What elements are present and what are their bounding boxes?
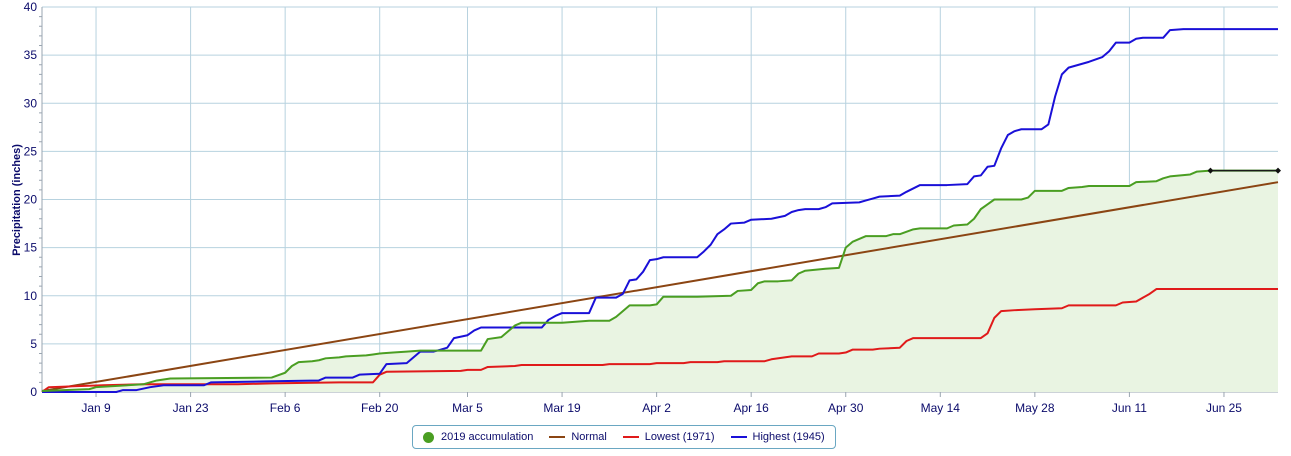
legend-item-highest[interactable]: Highest (1945) <box>730 431 825 443</box>
series-layer <box>41 28 1279 393</box>
x-tick-label: Jun 11 <box>1112 401 1147 415</box>
series-line-highest-1945[interactable] <box>42 28 1278 393</box>
legend-label: Normal <box>571 431 607 443</box>
y-tick-labels: 0 5 10 15 20 25 30 35 40 <box>24 0 38 399</box>
y-tick-label: 25 <box>24 144 38 158</box>
y-tick-label: 40 <box>24 0 38 14</box>
x-tick-label: May 28 <box>1015 401 1055 415</box>
legend-line-icon <box>622 436 639 438</box>
y-tick-label: 15 <box>24 241 38 255</box>
x-tick-label: Feb 20 <box>361 401 399 415</box>
x-tick-label: Feb 6 <box>270 401 301 415</box>
legend-line-icon <box>549 436 566 438</box>
x-tick-label: Mar 5 <box>452 401 483 415</box>
x-tick-label: Jun 25 <box>1206 401 1242 415</box>
end-marker-diamond[interactable] <box>1275 167 1281 174</box>
y-tick-label: 5 <box>30 337 37 351</box>
x-tick-labels: Jan 9 Jan 23 Feb 6 Feb 20 Mar 5 Mar 19 Apr 2 Ap… <box>81 401 1242 415</box>
x-tick-label: Apr 30 <box>828 401 864 415</box>
x-tick-label: May 14 <box>921 401 961 415</box>
x-tick-label: Jan 9 <box>81 401 111 415</box>
end-marker-diamond[interactable] <box>1207 167 1214 174</box>
legend-item-normal[interactable]: Normal <box>549 431 607 443</box>
x-tick-label: Apr 16 <box>734 401 770 415</box>
y-tick-label: 30 <box>24 96 38 110</box>
legend-label: Highest (1945) <box>752 431 825 443</box>
legend-label: 2019 accumulation <box>441 431 534 443</box>
y-tick-label: 0 <box>30 385 37 399</box>
y-tick-label: 20 <box>24 193 38 207</box>
series-line-normal[interactable] <box>41 181 1279 393</box>
x-tick-label: Jan 23 <box>173 401 209 415</box>
y-tick-label: 10 <box>24 289 38 303</box>
end-markers <box>1207 167 1281 174</box>
series-line-lowest-1971[interactable] <box>41 288 1278 393</box>
x-tick-label: Mar 19 <box>543 401 581 415</box>
y-axis-label: Precipitation (inches) <box>11 144 23 256</box>
legend-label: Lowest (1971) <box>644 431 715 443</box>
series-area-2019 <box>42 170 1278 392</box>
y-tick-label: 35 <box>24 48 38 62</box>
legend-dot-icon <box>423 431 434 443</box>
legend-item-lowest[interactable]: Lowest (1971) <box>622 431 715 443</box>
chart-legend: 2019 accumulation Normal Lowest (1971) H… <box>412 425 836 449</box>
legend-item-2019-accumulation[interactable]: 2019 accumulation <box>423 431 533 443</box>
legend-line-icon <box>730 436 747 438</box>
x-tick-label: Apr 2 <box>642 401 671 415</box>
series-line-2019-accumulation[interactable] <box>41 169 1278 393</box>
